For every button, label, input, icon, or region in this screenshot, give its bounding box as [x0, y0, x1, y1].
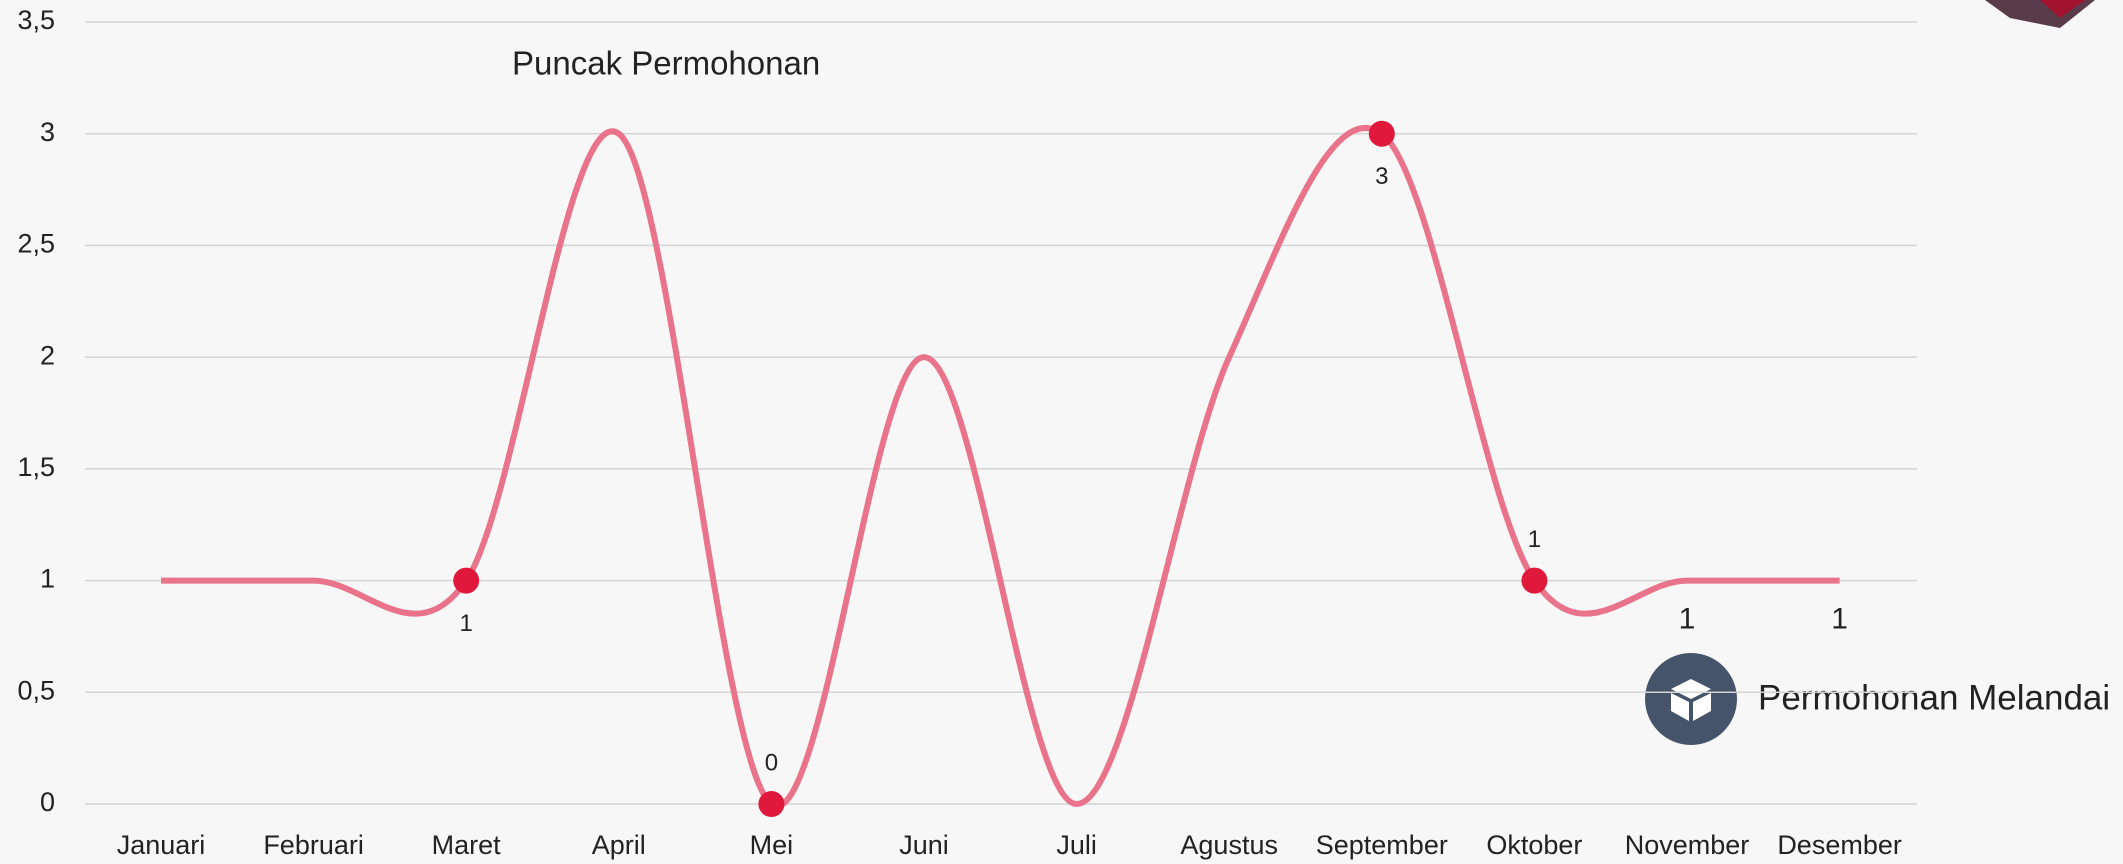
x-tick-label: April — [592, 830, 646, 860]
marker — [1368, 120, 1395, 147]
x-tick-label: Agustus — [1180, 830, 1278, 860]
data-label: 1 — [1679, 602, 1696, 635]
x-tick-label: Juni — [899, 830, 949, 860]
x-tick-label: November — [1625, 830, 1750, 860]
x-tick-label: Mei — [750, 830, 794, 860]
x-tick-label: Juli — [1056, 830, 1097, 860]
marker — [453, 567, 480, 594]
x-tick-label: Februari — [263, 830, 364, 860]
x-tick-label: Desember — [1777, 830, 1902, 860]
annotation: Puncak Permohonan — [512, 45, 820, 82]
data-label: 1 — [460, 610, 473, 637]
y-tick-label: 3 — [40, 117, 55, 147]
y-tick-label: 1,5 — [17, 452, 55, 482]
y-tick-label: 1 — [40, 564, 55, 594]
x-tick-label: September — [1316, 830, 1448, 860]
box-icon — [1671, 679, 1711, 721]
data-label: 0 — [765, 749, 778, 776]
line — [160, 124, 1840, 810]
y-tick-label: 2,5 — [17, 229, 55, 259]
x-tick-label: Maret — [432, 830, 502, 860]
corner-decoration — [2040, 0, 2085, 18]
data-label: 3 — [1375, 163, 1388, 190]
y-tick-label: 2 — [40, 340, 55, 370]
y-tick-label: 0,5 — [17, 675, 55, 705]
data-label: 1 — [1528, 526, 1541, 553]
x-tick-label: Januari — [117, 830, 206, 860]
y-tick-label: 0 — [40, 787, 55, 817]
x-tick-label: Oktober — [1486, 830, 1582, 860]
annotation: Permohonan Melandai — [1758, 678, 2110, 717]
data-label: 1 — [1831, 602, 1848, 635]
y-tick-label: 3,5 — [17, 5, 55, 35]
marker — [758, 791, 785, 817]
marker — [1521, 567, 1548, 594]
